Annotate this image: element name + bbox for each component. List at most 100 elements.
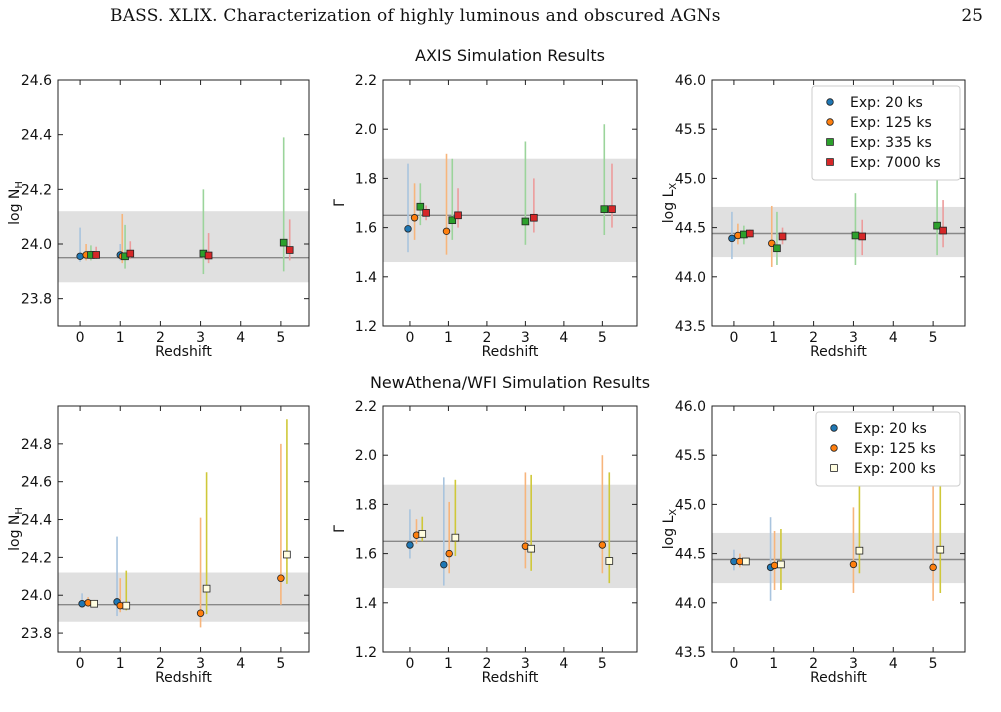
- data-point: [418, 530, 427, 538]
- panel-1: 0 1 2 3 4 5 23.8 24.0 24.2 24.4 24.6 Redshift log NH: [7, 73, 310, 360]
- x-tick-label: 1: [769, 330, 778, 346]
- legend-box: [815, 411, 961, 487]
- panel-5: NewAthena/WFI Simulation Results 0 1 2 3 4 5 1.…: [332, 373, 650, 686]
- data-point: [773, 244, 781, 253]
- data-point: [440, 560, 448, 569]
- legend-marker: [826, 138, 834, 146]
- y-tick-label: 43.5: [675, 645, 706, 661]
- y-tick-label: 23.8: [21, 292, 52, 308]
- x-tick-label: 5: [276, 330, 285, 346]
- x-tick-label: 2: [482, 656, 491, 672]
- panel-6: 0 1 2 3 4 5 43.5 44.0 44.5 45.0 45.5 46.0 Redshift lo…: [661, 399, 966, 686]
- data-point: [410, 214, 419, 222]
- y-axis-label: Γ: [332, 199, 348, 207]
- y-tick-label: 24.0: [21, 237, 52, 253]
- x-tick-label: 5: [929, 330, 938, 346]
- y-tick-label: 43.5: [675, 319, 706, 335]
- y-tick-label: 1.8: [355, 171, 377, 187]
- data-point: [122, 601, 131, 610]
- y-tick-label: 44.5: [675, 221, 706, 237]
- data-point: [279, 238, 288, 247]
- x-tick-label: 4: [559, 656, 568, 672]
- x-tick-label: 3: [196, 656, 205, 672]
- y-tick-label: 1.4: [355, 596, 377, 612]
- y-tick-label: 46.0: [675, 73, 706, 89]
- y-tick-label: 24.4: [21, 128, 52, 144]
- y-tick-label: 45.0: [675, 497, 706, 513]
- data-point: [416, 202, 425, 211]
- data-point: [742, 557, 750, 566]
- data-point: [939, 226, 947, 235]
- axes-frame: [382, 405, 638, 653]
- x-tick-label: 1: [116, 330, 125, 346]
- y-tick-label: 2.2: [355, 73, 377, 89]
- x-tick-label: 5: [929, 656, 938, 672]
- y-tick-label: 44.5: [675, 547, 706, 563]
- data-point: [204, 251, 213, 260]
- data-point: [849, 560, 858, 569]
- legend-label: Exp: 125 ks: [850, 115, 932, 131]
- x-tick-label: 2: [809, 656, 818, 672]
- legend-marker: [826, 98, 834, 106]
- data-point: [527, 544, 535, 553]
- x-tick-label: 2: [156, 656, 165, 672]
- legend-label: Exp: 200 ks: [854, 461, 936, 477]
- data-point: [202, 584, 211, 593]
- legend-label: Exp: 335 ks: [850, 135, 932, 151]
- x-tick-label: 4: [559, 330, 568, 346]
- x-tick-label: 4: [889, 656, 898, 672]
- data-point: [530, 213, 538, 222]
- y-tick-label: 24.2: [21, 182, 52, 198]
- legend-marker: [826, 158, 834, 166]
- data-point: [196, 609, 205, 617]
- x-tick-label: 1: [116, 656, 125, 672]
- running-header: BASS. XLIX. Characterization of highly l…: [0, 6, 1001, 34]
- data-point: [608, 205, 616, 213]
- data-point: [600, 205, 609, 213]
- x-axis-label: Redshift: [810, 670, 867, 686]
- x-tick-label: 5: [598, 330, 607, 346]
- x-tick-label: 1: [444, 656, 453, 672]
- y-axis-label: log LX: [661, 509, 679, 550]
- reference-band: [712, 532, 965, 584]
- axes-frame: [57, 405, 310, 653]
- x-tick-label: 4: [889, 330, 898, 346]
- y-axis-label: log NH: [7, 507, 25, 551]
- data-point: [76, 252, 84, 260]
- reference-band: [58, 211, 309, 283]
- y-tick-label: 24.8: [21, 437, 52, 453]
- data-point: [422, 209, 430, 217]
- data-point: [933, 221, 941, 230]
- data-point: [728, 234, 736, 243]
- x-tick-label: 0: [76, 330, 85, 346]
- x-tick-label: 0: [729, 330, 738, 346]
- data-point: [858, 232, 867, 241]
- data-point: [126, 249, 135, 258]
- x-tick-label: 0: [729, 656, 738, 672]
- x-tick-label: 1: [769, 656, 778, 672]
- y-tick-label: 24.0: [21, 588, 52, 604]
- x-axis-label: Redshift: [482, 670, 539, 686]
- y-tick-label: 45.0: [675, 171, 706, 187]
- axes-frame: [711, 405, 966, 653]
- y-tick-label: 2.2: [355, 399, 377, 415]
- data-point: [92, 251, 100, 259]
- data-point: [605, 557, 614, 565]
- x-tick-label: 4: [236, 330, 245, 346]
- y-tick-label: 1.2: [355, 645, 377, 661]
- legend-box: [811, 85, 961, 181]
- reference-band: [712, 206, 965, 258]
- y-tick-label: 1.8: [355, 497, 377, 513]
- axes-frame: [382, 79, 638, 327]
- x-tick-label: 3: [521, 330, 530, 346]
- y-tick-label: 44.0: [675, 270, 706, 286]
- x-tick-label: 3: [849, 656, 858, 672]
- data-point: [778, 232, 787, 241]
- data-point: [936, 545, 945, 554]
- x-tick-label: 5: [598, 656, 607, 672]
- running-title: BASS. XLIX. Characterization of highly l…: [110, 6, 721, 26]
- x-tick-label: 2: [482, 330, 491, 346]
- axes-frame: [711, 79, 966, 327]
- data-point: [851, 231, 860, 240]
